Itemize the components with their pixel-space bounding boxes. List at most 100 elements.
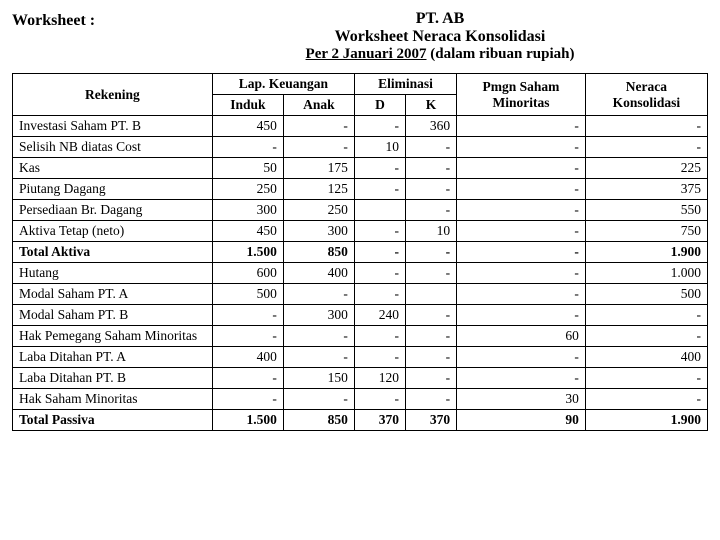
cell-anak: 400 [283, 263, 354, 284]
cell-k: 10 [405, 221, 456, 242]
cell-pm: 60 [457, 326, 586, 347]
sheet-subtitle: Per 2 Januari 2007 (dalam ribuan rupiah) [172, 46, 708, 63]
cell-k: 370 [405, 410, 456, 431]
cell-induk: 50 [212, 158, 283, 179]
cell-nk: - [585, 368, 707, 389]
cell-d: - [354, 158, 405, 179]
cell-label: Kas [13, 158, 213, 179]
cell-anak: 125 [283, 179, 354, 200]
table-row: Persediaan Br. Dagang300250--550 [13, 200, 708, 221]
cell-d: - [354, 389, 405, 410]
cell-anak: - [283, 347, 354, 368]
cell-induk: 450 [212, 221, 283, 242]
cell-pm: - [457, 179, 586, 200]
col-d: D [354, 95, 405, 116]
cell-nk: 225 [585, 158, 707, 179]
table-row: Hak Pemegang Saham Minoritas----60- [13, 326, 708, 347]
table-row: Total Aktiva1.500850---1.900 [13, 242, 708, 263]
cell-nk: - [585, 326, 707, 347]
cell-nk: 750 [585, 221, 707, 242]
cell-k: - [405, 347, 456, 368]
col-k: K [405, 95, 456, 116]
cell-pm: - [457, 221, 586, 242]
cell-d: - [354, 263, 405, 284]
cell-nk: 500 [585, 284, 707, 305]
cell-d: - [354, 284, 405, 305]
cell-d: 120 [354, 368, 405, 389]
table-row: Modal Saham PT. B-300240--- [13, 305, 708, 326]
cell-induk: 400 [212, 347, 283, 368]
cell-nk: - [585, 116, 707, 137]
table-row: Piutang Dagang250125---375 [13, 179, 708, 200]
cell-pm: 90 [457, 410, 586, 431]
cell-d: - [354, 326, 405, 347]
cell-k: - [405, 368, 456, 389]
cell-anak: 850 [283, 410, 354, 431]
col-lap-keuangan: Lap. Keuangan [212, 74, 354, 95]
table-row: Laba Ditahan PT. B-150120--- [13, 368, 708, 389]
cell-pm: 30 [457, 389, 586, 410]
table-row: Selisih NB diatas Cost--10--- [13, 137, 708, 158]
cell-pm: - [457, 347, 586, 368]
table-row: Investasi Saham PT. B450--360-- [13, 116, 708, 137]
cell-label: Selisih NB diatas Cost [13, 137, 213, 158]
cell-label: Aktiva Tetap (neto) [13, 221, 213, 242]
cell-nk: - [585, 389, 707, 410]
table-row: Modal Saham PT. A500---500 [13, 284, 708, 305]
table-row: Hutang600400---1.000 [13, 263, 708, 284]
cell-k: - [405, 200, 456, 221]
cell-anak: - [283, 116, 354, 137]
cell-k: - [405, 326, 456, 347]
cell-d: - [354, 221, 405, 242]
cell-nk: - [585, 305, 707, 326]
cell-induk: 450 [212, 116, 283, 137]
cell-anak: - [283, 284, 354, 305]
cell-label: Modal Saham PT. A [13, 284, 213, 305]
cell-pm: - [457, 137, 586, 158]
cell-induk: 250 [212, 179, 283, 200]
cell-label: Hak Pemegang Saham Minoritas [13, 326, 213, 347]
cell-anak: 300 [283, 305, 354, 326]
cell-label: Total Passiva [13, 410, 213, 431]
cell-nk: 1.900 [585, 410, 707, 431]
cell-induk: 1.500 [212, 242, 283, 263]
table-row: Total Passiva1.500850370370901.900 [13, 410, 708, 431]
table-row: Hak Saham Minoritas----30- [13, 389, 708, 410]
table-head: Rekening Lap. Keuangan Eliminasi Pmgn Sa… [13, 74, 708, 116]
cell-k: - [405, 242, 456, 263]
cell-pm: - [457, 158, 586, 179]
date-prefix: Per 2 Januari 2007 [306, 46, 427, 62]
cell-d: - [354, 347, 405, 368]
cell-label: Investasi Saham PT. B [13, 116, 213, 137]
sheet-title: Worksheet Neraca Konsolidasi [172, 28, 708, 46]
col-eliminasi: Eliminasi [354, 74, 456, 95]
cell-nk: - [585, 137, 707, 158]
cell-d: - [354, 116, 405, 137]
worksheet-label: Worksheet : [12, 10, 172, 63]
cell-anak: 850 [283, 242, 354, 263]
cell-label: Laba Ditahan PT. A [13, 347, 213, 368]
title-block: PT. AB Worksheet Neraca Konsolidasi Per … [172, 10, 708, 63]
cell-k: - [405, 158, 456, 179]
cell-induk: - [212, 389, 283, 410]
cell-anak: - [283, 326, 354, 347]
cell-anak: - [283, 389, 354, 410]
cell-label: Laba Ditahan PT. B [13, 368, 213, 389]
cell-pm: - [457, 305, 586, 326]
cell-nk: 1.900 [585, 242, 707, 263]
cell-induk: 500 [212, 284, 283, 305]
cell-induk: - [212, 137, 283, 158]
cell-k: - [405, 389, 456, 410]
cell-k: - [405, 179, 456, 200]
cell-d: 370 [354, 410, 405, 431]
cell-nk: 550 [585, 200, 707, 221]
cell-anak: - [283, 137, 354, 158]
cell-induk: 300 [212, 200, 283, 221]
cell-d: - [354, 242, 405, 263]
cell-label: Hak Saham Minoritas [13, 389, 213, 410]
cell-induk: - [212, 368, 283, 389]
cell-label: Piutang Dagang [13, 179, 213, 200]
header-row: Worksheet : PT. AB Worksheet Neraca Kons… [12, 10, 708, 63]
col-pm: Pmgn Saham Minoritas [457, 74, 586, 116]
cell-anak: 150 [283, 368, 354, 389]
